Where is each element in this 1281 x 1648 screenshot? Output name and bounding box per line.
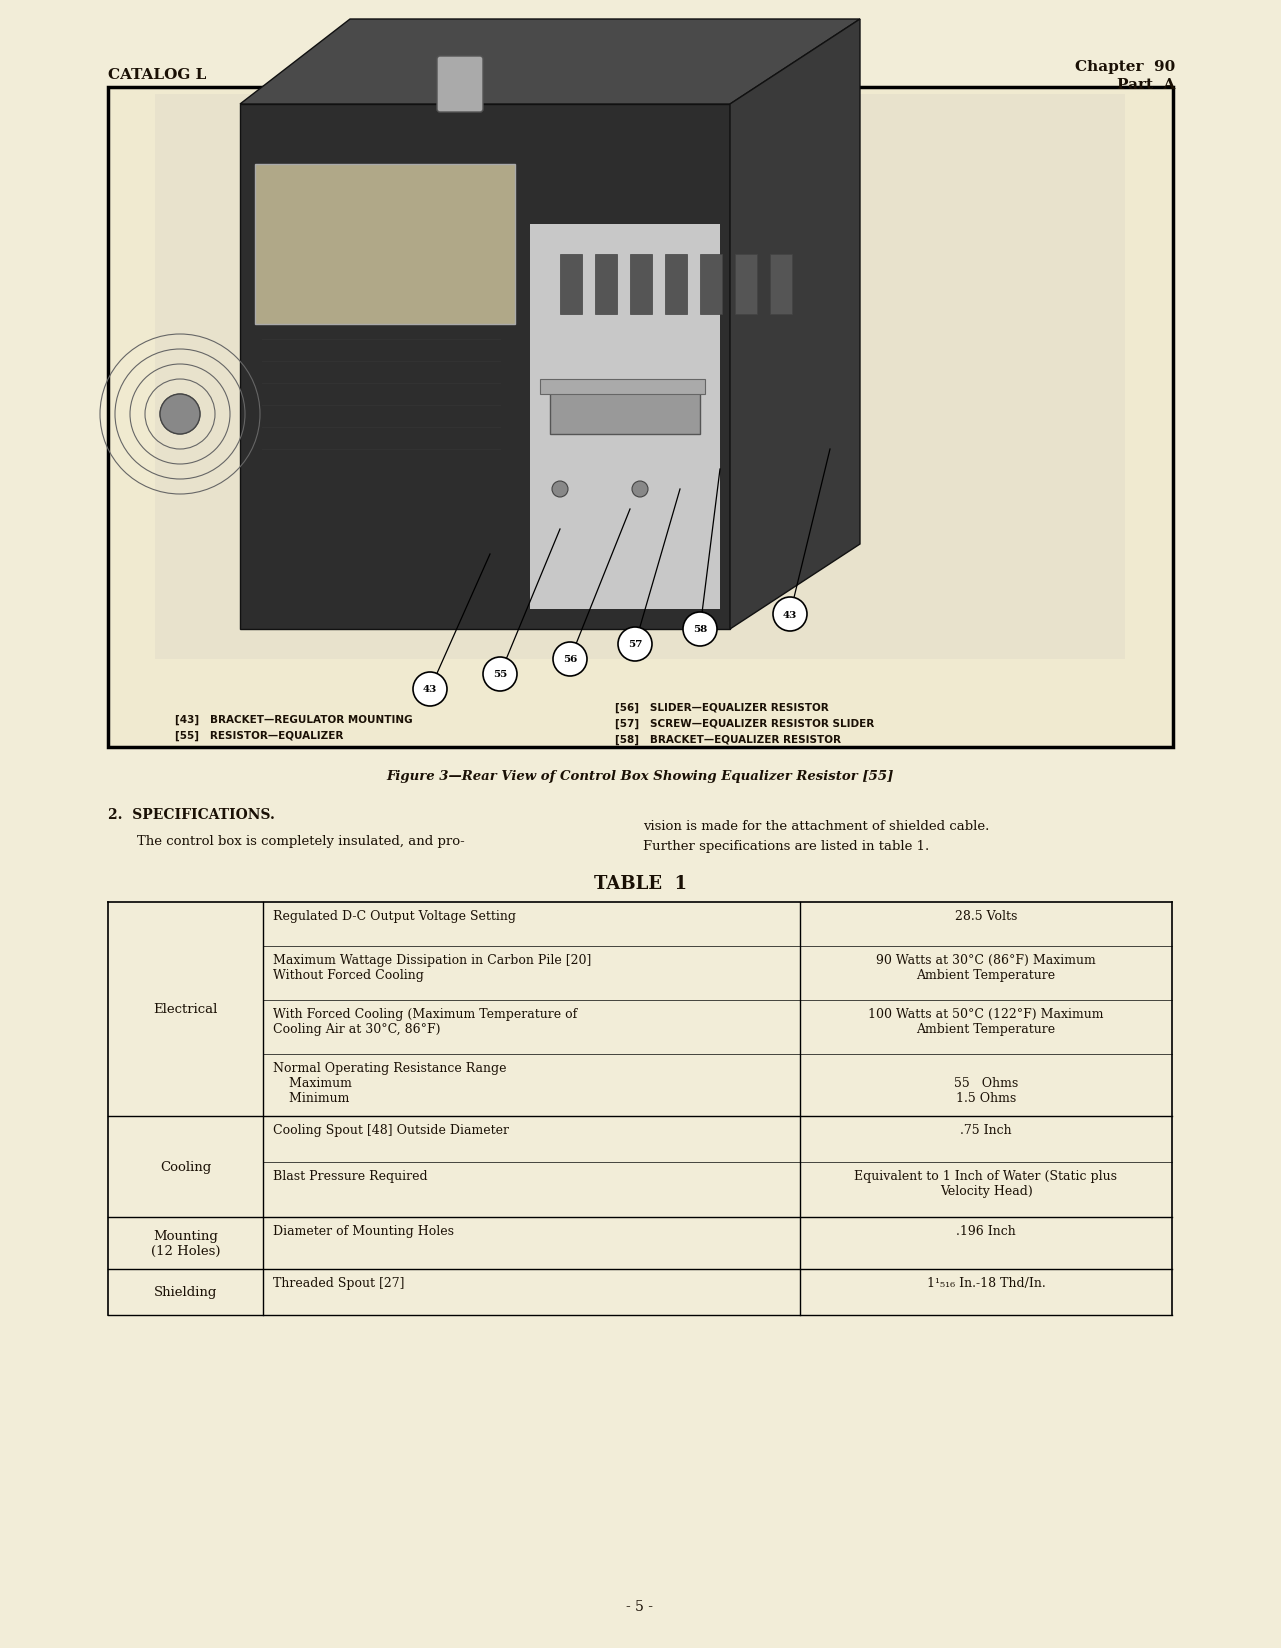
Text: [56]   SLIDER—EQUALIZER RESISTOR: [56] SLIDER—EQUALIZER RESISTOR xyxy=(615,702,829,714)
Bar xyxy=(594,255,617,315)
Text: 57: 57 xyxy=(628,639,642,649)
Bar xyxy=(735,255,757,315)
Text: 2.  SPECIFICATIONS.: 2. SPECIFICATIONS. xyxy=(108,808,275,821)
Text: 55   Ohms
1.5 Ohms: 55 Ohms 1.5 Ohms xyxy=(954,1061,1018,1104)
Text: 100 Watts at 50°C (122°F) Maximum
Ambient Temperature: 100 Watts at 50°C (122°F) Maximum Ambien… xyxy=(869,1007,1104,1035)
Circle shape xyxy=(160,396,200,435)
Text: .75 Inch: .75 Inch xyxy=(961,1124,1012,1137)
Text: Maximum Wattage Dissipation in Carbon Pile [20]
Without Forced Cooling: Maximum Wattage Dissipation in Carbon Pi… xyxy=(273,954,592,982)
Text: vision is made for the attachment of shielded cable.: vision is made for the attachment of shi… xyxy=(643,819,989,832)
Bar xyxy=(770,255,792,315)
Bar xyxy=(630,255,652,315)
Circle shape xyxy=(632,481,648,498)
Text: Equivalent to 1 Inch of Water (Static plus
Velocity Head): Equivalent to 1 Inch of Water (Static pl… xyxy=(854,1170,1117,1198)
Text: [57]   SCREW—EQUALIZER RESISTOR SLIDER: [57] SCREW—EQUALIZER RESISTOR SLIDER xyxy=(615,719,874,728)
Text: 43: 43 xyxy=(423,686,437,694)
Circle shape xyxy=(772,598,807,631)
Text: - 5 -: - 5 - xyxy=(626,1599,653,1613)
Text: With Forced Cooling (Maximum Temperature of
Cooling Air at 30°C, 86°F): With Forced Cooling (Maximum Temperature… xyxy=(273,1007,578,1035)
Bar xyxy=(155,96,1125,659)
Text: [55]   RESISTOR—EQUALIZER: [55] RESISTOR—EQUALIZER xyxy=(175,730,343,742)
Text: [58]   BRACKET—EQUALIZER RESISTOR: [58] BRACKET—EQUALIZER RESISTOR xyxy=(615,735,842,745)
Text: Mounting
(12 Holes): Mounting (12 Holes) xyxy=(151,1229,220,1257)
Text: .196 Inch: .196 Inch xyxy=(956,1224,1016,1238)
Bar xyxy=(665,255,687,315)
Text: Normal Operating Resistance Range
    Maximum
    Minimum: Normal Operating Resistance Range Maximu… xyxy=(273,1061,506,1104)
Circle shape xyxy=(552,481,567,498)
Circle shape xyxy=(412,672,447,707)
Text: [43]   BRACKET—REGULATOR MOUNTING: [43] BRACKET—REGULATOR MOUNTING xyxy=(175,715,412,725)
Bar xyxy=(699,255,722,315)
Text: The control box is completely insulated, and pro-: The control box is completely insulated,… xyxy=(120,834,465,847)
Text: Diameter of Mounting Holes: Diameter of Mounting Holes xyxy=(273,1224,453,1238)
Bar xyxy=(240,105,730,630)
Bar xyxy=(550,384,699,435)
Polygon shape xyxy=(240,20,860,105)
Circle shape xyxy=(683,613,717,646)
Text: 43: 43 xyxy=(783,610,797,620)
Circle shape xyxy=(617,628,652,661)
Bar xyxy=(255,165,515,325)
Text: Threaded Spout [27]: Threaded Spout [27] xyxy=(273,1276,405,1289)
Polygon shape xyxy=(730,20,860,630)
Circle shape xyxy=(553,643,587,677)
Text: 1¹₅₁₆ In.-18 Thd/In.: 1¹₅₁₆ In.-18 Thd/In. xyxy=(926,1276,1045,1289)
Text: Regulated D-C Output Voltage Setting: Regulated D-C Output Voltage Setting xyxy=(273,910,516,923)
Text: Cooling: Cooling xyxy=(160,1160,211,1173)
Text: TABLE  1: TABLE 1 xyxy=(593,875,687,893)
Text: 56: 56 xyxy=(562,656,578,664)
Bar xyxy=(108,87,1173,748)
Text: Blast Pressure Required: Blast Pressure Required xyxy=(273,1170,428,1182)
Text: Shielding: Shielding xyxy=(154,1285,218,1299)
Text: Further specifications are listed in table 1.: Further specifications are listed in tab… xyxy=(643,839,929,852)
Text: 55: 55 xyxy=(493,671,507,679)
FancyBboxPatch shape xyxy=(437,58,483,114)
Circle shape xyxy=(483,658,518,692)
Bar xyxy=(541,379,705,396)
Text: Part  A: Part A xyxy=(1117,77,1175,92)
Text: Cooling Spout [48] Outside Diameter: Cooling Spout [48] Outside Diameter xyxy=(273,1124,509,1137)
Bar xyxy=(530,224,720,610)
Text: Figure 3—Rear View of Control Box Showing Equalizer Resistor [55]: Figure 3—Rear View of Control Box Showin… xyxy=(387,770,894,783)
Text: Chapter  90: Chapter 90 xyxy=(1075,59,1175,74)
Bar xyxy=(560,255,582,315)
Text: 28.5 Volts: 28.5 Volts xyxy=(954,910,1017,923)
Text: 90 Watts at 30°C (86°F) Maximum
Ambient Temperature: 90 Watts at 30°C (86°F) Maximum Ambient … xyxy=(876,954,1095,982)
Text: CATALOG L: CATALOG L xyxy=(108,68,206,82)
Text: Electrical: Electrical xyxy=(154,1004,218,1015)
Text: 58: 58 xyxy=(693,625,707,634)
